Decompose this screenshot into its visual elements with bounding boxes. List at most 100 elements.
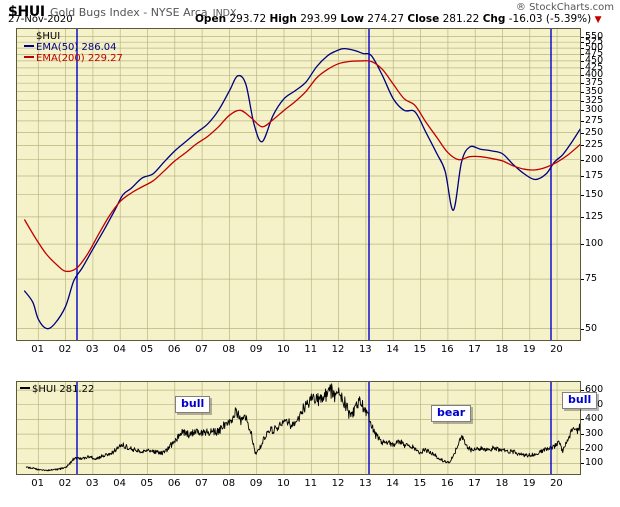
panel1-y-tick-mark (581, 244, 584, 246)
panel1-y-tick-label: 450 (585, 54, 604, 66)
panel1-y-tick-label: 275 (585, 114, 604, 126)
panel2-x-tick-label: 04 (113, 478, 126, 489)
panel1-y-tick-mark (581, 100, 584, 102)
panel2-svg (17, 382, 580, 474)
panel2-x-tick-label: 12 (331, 478, 345, 489)
legend-ema50-label: EMA(50) (36, 42, 79, 53)
chg-value: -16.03 (-5.39%) (508, 13, 592, 25)
symbol-ticker[interactable]: $HUI (8, 4, 45, 20)
panel2-y-tick-label: 400 (585, 413, 604, 425)
panel2-x-tick-label: 06 (167, 478, 181, 489)
chart-header: $HUI Gold Bugs Index - NYSE Arca INDX ® … (0, 0, 620, 26)
panel2-x-tick-label: 14 (386, 478, 399, 489)
panel1-y-tick-mark (581, 328, 584, 330)
panel2-x-tick-label: 20 (550, 478, 563, 489)
panel2-x-tick-label: 16 (440, 478, 454, 489)
symbol-description: Gold Bugs Index - NYSE Arca (49, 6, 208, 19)
panel2-y-tick-label: 200 (585, 442, 604, 454)
panel1-y-tick-mark (581, 91, 584, 93)
price-history-panel[interactable] (16, 381, 581, 475)
close-label: Close (407, 13, 440, 25)
panel1-y-tick-mark (581, 120, 584, 122)
panel1-y-tick-label: 300 (585, 104, 604, 116)
panel1-x-tick-label: 13 (358, 344, 372, 355)
ema200-color-swatch-icon (24, 56, 34, 58)
panel2-x-tick-label: 10 (277, 478, 290, 489)
legend-row-ema50[interactable]: EMA(50) 286.04 (24, 42, 123, 53)
panel1-x-tick-label: 12 (331, 344, 345, 355)
panel1-x-tick-label: 10 (277, 344, 290, 355)
panel2-x-tick-label: 19 (522, 478, 536, 489)
panel1-plot (17, 29, 580, 340)
panel1-y-tick-label: 175 (585, 169, 604, 181)
panel1-x-tick-label: 04 (113, 344, 126, 355)
low-value: 274.27 (367, 13, 405, 25)
panel1-x-tick-label: 09 (249, 344, 263, 355)
legend-row-hui[interactable]: $HUI 281.22 (20, 384, 94, 395)
legend-row-price: $HUI (24, 31, 123, 42)
panel2-x-tick-label: 11 (304, 478, 318, 489)
panel2-x-tick-label: 02 (58, 478, 72, 489)
panel1-y-tick-mark (581, 159, 584, 161)
panel1-svg (17, 29, 580, 340)
panel1-x-tick-label: 15 (413, 344, 427, 355)
legend-ema200-value: 229.27 (87, 53, 123, 64)
panel1-legend: $HUI EMA(50) 286.04 EMA(200) 229.27 (24, 31, 123, 64)
panel1-y-tick-label: 150 (585, 188, 604, 200)
panel1-y-tick-mark (581, 83, 584, 85)
panel1-y-tick-mark (581, 48, 584, 50)
low-label: Low (340, 13, 364, 25)
panel2-y-tick-label: 600 (585, 384, 604, 396)
annotation-callout-bear[interactable]: bear (431, 405, 472, 422)
panel2-x-tick-label: 15 (413, 478, 427, 489)
panel1-x-tick-label: 02 (58, 344, 72, 355)
panel1-x-tick-label: 11 (304, 344, 318, 355)
panel2-y-tick-mark (581, 434, 584, 436)
panel1-x-tick-label: 06 (167, 344, 181, 355)
panel1-y-tick-mark (581, 75, 584, 77)
panel1-y-tick-mark (581, 216, 584, 218)
panel1-y-tick-label: 325 (585, 94, 604, 106)
chg-down-caret-icon: ▼ (594, 15, 602, 25)
panel1-x-tick-label: 03 (85, 344, 99, 355)
panel1-y-tick-label: 475 (585, 48, 604, 60)
panel2-plot (17, 382, 580, 474)
panel1-y-tick-mark (581, 54, 584, 56)
panel1-x-tick-label: 01 (31, 344, 45, 355)
legend-row-ema200[interactable]: EMA(200) 229.27 (24, 53, 123, 64)
panel1-y-tick-mark (581, 42, 584, 44)
legend-ema200-label: EMA(200) (36, 53, 85, 64)
panel1-y-tick-label: 50 (585, 322, 598, 334)
panel2-x-tick-label: 05 (140, 478, 154, 489)
chg-label: Chg (482, 13, 506, 25)
panel1-y-tick-label: 375 (585, 77, 604, 89)
panel2-x-tick-label: 09 (249, 478, 263, 489)
panel1-y-tick-label: 350 (585, 85, 604, 97)
panel2-legend: $HUI 281.22 (20, 384, 94, 395)
panel1-y-tick-label: 550 (585, 30, 604, 42)
panel1-y-tick-mark (581, 194, 584, 196)
panel2-x-tick-label: 08 (222, 478, 236, 489)
open-value: 293.72 (229, 13, 267, 25)
open-label: Open (195, 13, 227, 25)
price-ema-panel[interactable] (16, 28, 581, 341)
legend-hui-value: 281.22 (59, 384, 95, 395)
panel1-y-tick-mark (581, 176, 584, 177)
panel1-y-tick-label: 100 (585, 238, 604, 250)
panel2-x-tick-label: 13 (358, 478, 372, 489)
panel1-y-tick-mark (581, 60, 584, 62)
panel1-x-tick-label: 17 (468, 344, 481, 355)
panel1-y-tick-label: 125 (585, 210, 604, 222)
legend-ema50-value: 286.04 (81, 42, 117, 53)
annotation-callout-bull[interactable]: bull (175, 396, 211, 413)
panel1-y-tick-label: 75 (585, 273, 598, 285)
panel1-x-tick-label: 19 (522, 344, 536, 355)
annotation-callout-bull[interactable]: bull (562, 392, 598, 409)
panel1-y-tick-mark (581, 110, 584, 112)
high-label: High (269, 13, 297, 25)
panel1-y-tick-mark (581, 279, 584, 281)
symbol-type: INDX (212, 8, 237, 19)
panel2-x-tick-label: 03 (85, 478, 99, 489)
panel1-x-tick-label: 18 (495, 344, 509, 355)
